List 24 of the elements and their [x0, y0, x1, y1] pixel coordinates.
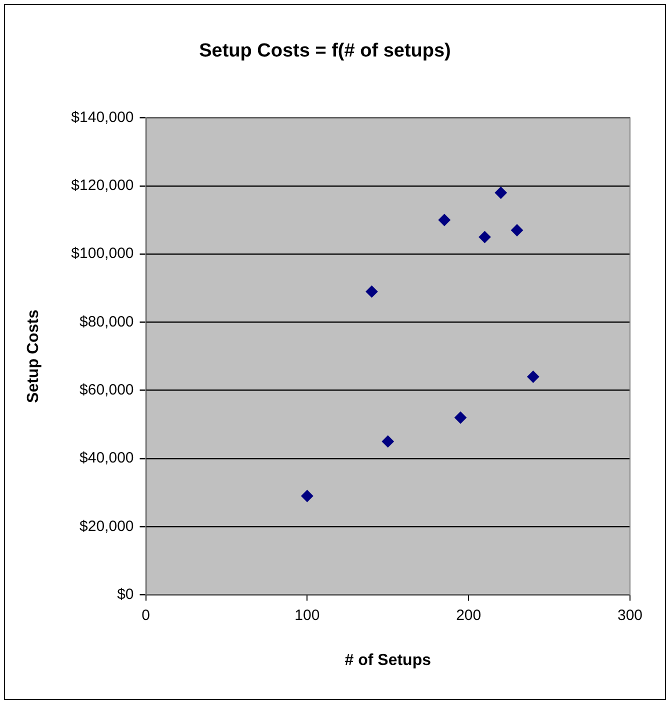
y-tick-label: $140,000: [71, 108, 134, 126]
point: [494, 186, 507, 199]
point: [438, 214, 450, 226]
point: [382, 435, 394, 448]
x-tick-label: 200: [456, 606, 482, 624]
y-tick-label: $80,000: [80, 313, 134, 330]
y-tick-label: $100,000: [71, 245, 134, 262]
x-tick-label: 0: [142, 606, 150, 624]
chart-title: Setup Costs = f(# of setups): [199, 40, 451, 62]
x-tick-label: 100: [294, 606, 320, 624]
y-tick-label: $120,000: [71, 177, 134, 194]
y-tick-label: $40,000: [80, 450, 134, 467]
point: [527, 370, 540, 383]
y-tick-label: $60,000: [80, 382, 134, 399]
x-tick-label: 300: [617, 606, 643, 624]
point: [454, 412, 467, 424]
x-axis-title: # of Setups: [344, 652, 432, 669]
y-tick-label: $20,000: [80, 518, 134, 535]
point: [301, 490, 314, 502]
point: [366, 286, 378, 298]
point: [478, 231, 491, 244]
point: [511, 224, 524, 236]
y-tick-label: $0: [117, 586, 134, 603]
y-axis-title: Setup Costs: [25, 310, 42, 403]
